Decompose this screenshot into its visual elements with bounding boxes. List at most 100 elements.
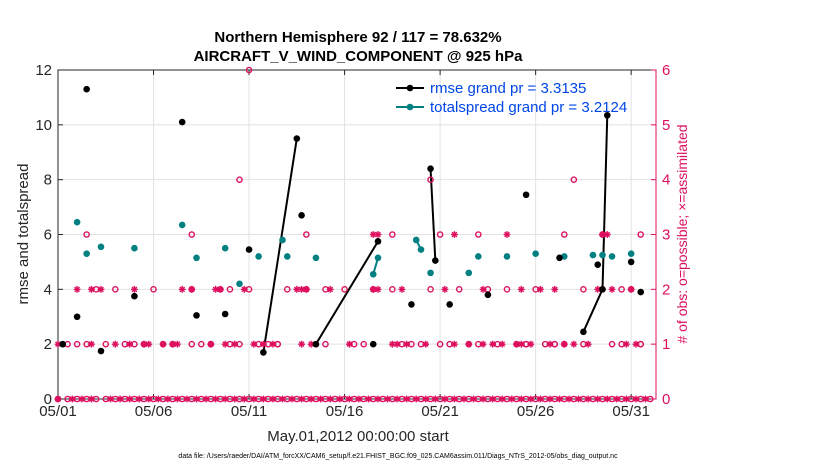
obs-assimilated-point (479, 285, 487, 293)
rmse-point (594, 261, 602, 268)
y2-tick-label: 1 (662, 336, 670, 353)
legend-label: totalspread grand pr = 3.2124 (430, 99, 627, 116)
rmse-point (556, 254, 563, 262)
x-tick-label: 05/21 (421, 403, 459, 420)
obs-assimilated-point (575, 395, 583, 403)
obs-possible-point (436, 340, 444, 348)
spread-point (283, 253, 291, 260)
spread-point (279, 236, 286, 244)
y2-axis-label: # of obs: o=possible; ×=assimilated (674, 124, 690, 343)
obs-assimilated-point (422, 340, 430, 348)
rmse-point (59, 340, 67, 348)
obs-assimilated-point (551, 285, 559, 293)
spread-point (97, 243, 105, 251)
rmse-point (245, 246, 253, 253)
obs-assimilated-point (293, 285, 301, 293)
obs-assimilated-point (183, 395, 191, 403)
obs-assimilated-point (78, 395, 86, 403)
obs-assimilated-point (431, 395, 439, 403)
spread-point (417, 246, 425, 253)
obs-assimilated-point (594, 285, 602, 293)
obs-assimilated-point (608, 285, 616, 293)
obs-assimilated-point (556, 395, 563, 403)
obs-assimilated-point (212, 285, 220, 293)
y-tick-label: 2 (44, 336, 52, 353)
obs-assimilated-point (298, 340, 305, 348)
obs-assimilated-point (231, 395, 239, 403)
x-tick-label: 05/06 (135, 403, 173, 420)
obs-possible-point (197, 340, 205, 348)
obs-assimilated-point (54, 395, 62, 403)
spread-point (236, 280, 243, 288)
obs-possible-point (427, 176, 434, 183)
obs-assimilated-point (489, 340, 497, 348)
obs-assimilated-point (365, 395, 372, 403)
obs-assimilated-point (498, 340, 506, 348)
obs-possible-point (303, 231, 310, 238)
rmse-point (427, 165, 434, 172)
obs-assimilated-point (508, 395, 516, 403)
obs-assimilated-point (374, 395, 382, 403)
obs-possible-point (283, 286, 291, 293)
obs-possible-point (360, 340, 367, 348)
spread-point (532, 250, 539, 257)
obs-assimilated-point (599, 231, 606, 238)
spread-point (427, 269, 434, 277)
obs-assimilated-point (240, 285, 248, 293)
obs-possible-point (503, 286, 511, 293)
obs-assimilated-point (88, 395, 95, 403)
legend-marker (406, 103, 414, 111)
x-tick-label: 05/26 (517, 403, 555, 420)
obs-possible-point (560, 231, 568, 238)
obs-assimilated-point (503, 231, 511, 238)
obs-assimilated-point (140, 340, 148, 348)
legend-marker (406, 84, 414, 92)
obs-assimilated-point (240, 395, 248, 403)
obs-assimilated-point (298, 285, 305, 293)
obs-assimilated-point (622, 340, 630, 348)
obs-assimilated-point (498, 395, 506, 403)
obs-possible-point (570, 176, 578, 183)
obs-assimilated-point (188, 285, 196, 293)
y-tick-label: 4 (44, 281, 52, 298)
rmse-point (83, 85, 90, 93)
obs-assimilated-point (451, 231, 458, 238)
rmse-point (312, 340, 320, 348)
obs-possible-point (608, 340, 616, 348)
obs-possible-point (341, 286, 348, 293)
rmse-segment (601, 115, 609, 290)
obs-possible-point (322, 340, 329, 348)
obs-possible-point (427, 286, 434, 293)
spread-point (369, 270, 377, 278)
obs-assimilated-point (302, 285, 310, 293)
obs-assimilated-point (174, 395, 181, 403)
obs-assimilated-point (68, 395, 76, 403)
obs-assimilated-point (269, 395, 277, 403)
rmse-point (369, 340, 377, 348)
obs-assimilated-point (451, 395, 458, 403)
obs-assimilated-point (537, 395, 544, 403)
obs-assimilated-point (126, 395, 134, 403)
obs-assimilated-point (546, 340, 554, 348)
obs-assimilated-point (388, 340, 396, 348)
spread-point (608, 253, 616, 260)
spread-point (73, 218, 81, 226)
legend-label: rmse grand pr = 3.3135 (430, 80, 586, 97)
obs-assimilated-point (479, 340, 487, 348)
rmse-point (522, 191, 530, 199)
obs-assimilated-point (111, 340, 119, 348)
obs-assimilated-point (131, 285, 138, 293)
obs-assimilated-point (422, 395, 430, 403)
obs-assimilated-point (594, 395, 602, 403)
y2-tick-label: 5 (662, 117, 670, 134)
obs-assimilated-point (326, 285, 334, 293)
obs-assimilated-point (451, 340, 458, 348)
obs-assimilated-point (403, 340, 411, 348)
obs-possible-point (389, 286, 396, 293)
obs-assimilated-point (174, 340, 181, 348)
obs-assimilated-point (216, 285, 224, 293)
axes: 05/01 05/06 05/11 05/16 05/21 05/26 05/31 0 2 4 6 8… (35, 62, 670, 420)
obs-possible-point (102, 340, 110, 348)
obs-assimilated-point (517, 395, 525, 403)
rmse-point (627, 258, 635, 266)
